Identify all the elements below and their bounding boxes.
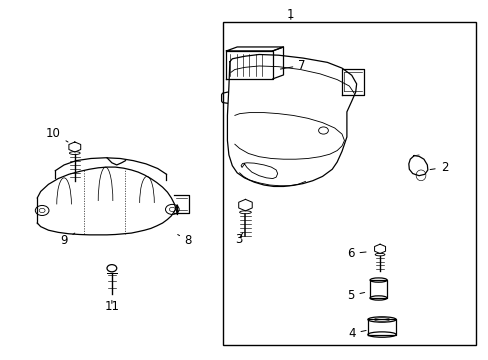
Text: 10: 10 <box>46 127 68 142</box>
Text: 6: 6 <box>346 247 366 260</box>
Text: 9: 9 <box>60 233 75 247</box>
Text: 5: 5 <box>346 289 364 302</box>
Text: 7: 7 <box>280 59 305 72</box>
Text: 2: 2 <box>429 161 447 174</box>
Text: 8: 8 <box>177 234 192 247</box>
Text: 11: 11 <box>104 300 119 313</box>
Text: 1: 1 <box>286 8 294 21</box>
Text: 4: 4 <box>347 327 366 340</box>
Bar <box>222 22 475 345</box>
Text: 3: 3 <box>234 233 243 246</box>
